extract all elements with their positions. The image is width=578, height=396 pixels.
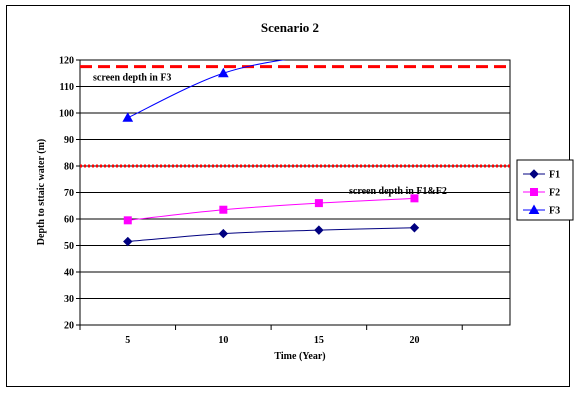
data-point-F1 xyxy=(409,223,420,233)
data-point-F3 xyxy=(410,40,419,48)
legend-marker xyxy=(530,188,538,196)
x-tick-label: 15 xyxy=(314,335,324,346)
legend-marker xyxy=(529,169,539,179)
data-point-F2 xyxy=(410,194,419,203)
series-line-F1 xyxy=(127,227,415,243)
legend: F1 F2 F3 xyxy=(516,159,574,221)
data-point-F3 xyxy=(314,50,323,58)
series-F3 xyxy=(122,40,419,122)
legend-label: F1 xyxy=(549,170,560,181)
data-point-F2 xyxy=(314,199,323,208)
y-tick-label: 50 xyxy=(64,241,74,252)
y-tick-label: 80 xyxy=(64,162,74,173)
data-point-F1 xyxy=(123,236,133,247)
y-tick-label: 20 xyxy=(64,321,74,332)
y-axis-label: Depth to sttaic water (m) xyxy=(36,139,47,245)
chart-title: Scenario 2 xyxy=(261,20,319,35)
y-tick-label: 90 xyxy=(64,135,74,146)
y-tick-label: 110 xyxy=(60,82,74,93)
y-tick-label: 100 xyxy=(59,109,74,120)
data-point-F3 xyxy=(122,112,134,122)
data-point-F1 xyxy=(218,228,229,239)
y-tick-label: 60 xyxy=(64,215,74,226)
y-tick-label: 120 xyxy=(59,56,74,67)
data-point-F2 xyxy=(123,216,132,225)
reference-line-label: screen depth in F3 xyxy=(93,73,171,84)
x-tick-label: 20 xyxy=(409,335,419,346)
y-tick-labels: 20 30 40 50 60 70 80 90 100 110 120 xyxy=(59,56,74,332)
gridlines xyxy=(76,59,510,326)
series-F1 xyxy=(123,223,420,247)
legend-box xyxy=(516,159,574,221)
series-F2 xyxy=(123,194,419,225)
legend-label: F2 xyxy=(549,188,560,199)
legend-marker xyxy=(528,204,540,214)
legend-item-F1: F1 xyxy=(523,169,560,181)
legend-item-F2: F2 xyxy=(523,188,560,199)
reference-line-label: screen depth in F1&F2 xyxy=(349,186,447,197)
legend-item-F3: F3 xyxy=(523,204,560,217)
y-tick-label: 30 xyxy=(64,294,74,305)
data-point-F1 xyxy=(314,225,324,235)
data-point-F3 xyxy=(217,67,229,78)
series-line-F3 xyxy=(127,60,287,119)
x-ticks: 5 10 15 20 xyxy=(79,325,463,346)
y-tick-label: 40 xyxy=(64,268,74,279)
data-point-F2 xyxy=(219,205,228,214)
x-tick-label: 5 xyxy=(125,335,130,346)
reference-lines: screen depth in F3 screen depth in F1&F2 xyxy=(80,65,510,197)
x-axis-label: Time (Year) xyxy=(274,351,325,362)
series-group xyxy=(122,40,420,247)
y-tick-label: 70 xyxy=(64,188,74,199)
x-tick-label: 10 xyxy=(218,335,228,346)
series-line-F2 xyxy=(127,197,415,221)
legend-label: F3 xyxy=(549,206,560,217)
